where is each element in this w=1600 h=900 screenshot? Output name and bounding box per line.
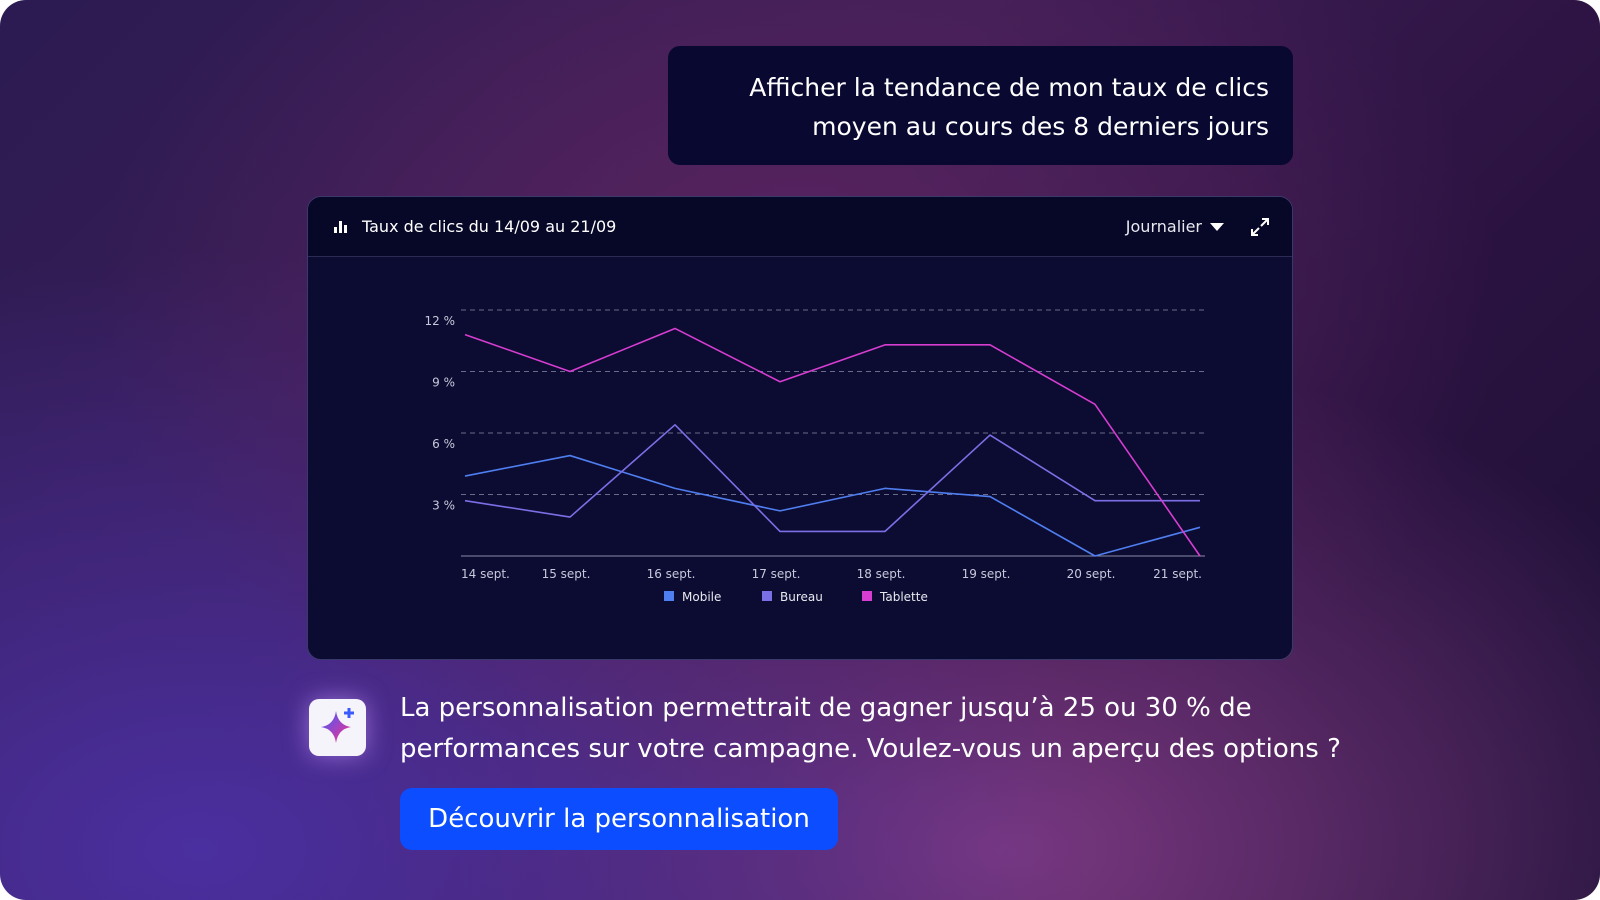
legend-label: Mobile	[682, 590, 721, 604]
chart-panel: Taux de clics du 14/09 au 21/09 Journali…	[307, 196, 1293, 660]
y-tick-label: 9 %	[432, 376, 455, 390]
x-tick-label: 20 sept.	[1067, 567, 1116, 581]
legend-label: Bureau	[780, 590, 823, 604]
user-message: Afficher la tendance de mon taux de clic…	[668, 46, 1293, 165]
x-tick-label: 21 sept.	[1153, 567, 1202, 581]
message-line: La personnalisation permettrait de gagne…	[400, 693, 1252, 723]
assistant-icon	[309, 699, 366, 756]
x-tick-label: 19 sept.	[962, 567, 1011, 581]
sparkle	[321, 708, 354, 743]
series-line	[464, 327, 1201, 557]
y-tick-label: 3 %	[432, 499, 455, 513]
x-tick-label: 15 sept.	[542, 567, 591, 581]
message-line: moyen au cours des 8 derniers jours	[812, 112, 1269, 141]
legend-swatch	[862, 591, 872, 601]
x-tick-label: 16 sept.	[647, 567, 696, 581]
period-select[interactable]: Journalier	[1125, 217, 1202, 236]
x-tick-label: 18 sept.	[857, 567, 906, 581]
y-tick-label: 12 %	[425, 314, 456, 328]
dropdown-arrow[interactable]	[1210, 223, 1224, 232]
panel-title: Taux de clics du 14/09 au 21/09	[362, 217, 617, 236]
chart-icon	[334, 221, 347, 233]
x-tick-label: 14 sept.	[461, 567, 510, 581]
message-line: Afficher la tendance de mon taux de clic…	[749, 73, 1269, 102]
x-tick-label: 17 sept.	[752, 567, 801, 581]
expand-button[interactable]	[1250, 217, 1270, 237]
series-line	[464, 454, 1201, 557]
assistant-message: La personnalisation permettrait de gagne…	[400, 688, 1341, 770]
panel-header: Taux de clics du 14/09 au 21/09 Journali…	[308, 197, 1292, 257]
legend-swatch	[762, 591, 772, 601]
message-line: performances sur votre campagne. Voulez-…	[400, 734, 1341, 764]
legend-label: Tablette	[879, 590, 928, 604]
legend-swatch	[664, 591, 674, 601]
cta-button[interactable]: Découvrir la personnalisation	[400, 788, 838, 850]
series-line	[464, 424, 1200, 533]
chart: 3 % 6 % 9 % 12 % 14 sept. 15 sept. 16 sept. 17 …	[425, 309, 1205, 604]
y-tick-label: 6 %	[432, 437, 455, 451]
